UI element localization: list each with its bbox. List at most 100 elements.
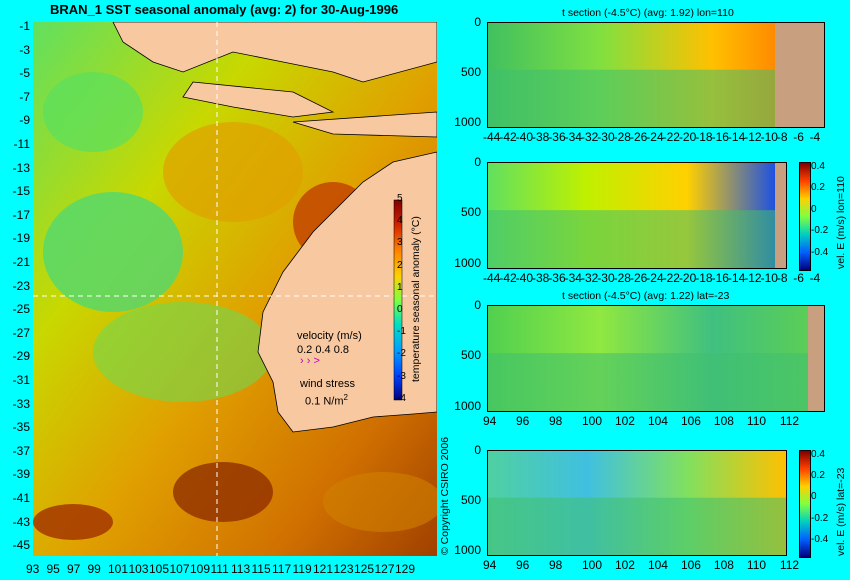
section-x-tick: -26 [629,130,648,144]
section-x-tick: -16 [711,130,729,144]
velocity-colorbar-tick: 0 [811,203,817,215]
section-x-tick: -40 [515,271,533,285]
map-lon-tick: 117 [272,562,292,576]
section-x-tick: -18 [695,271,713,285]
section-x-tick: -26 [629,271,648,285]
section-depth-tick: 500 [460,64,481,79]
map-lon-tick: 119 [292,562,312,576]
section-x-tick: -8 [776,271,788,285]
section-x-tick: -36 [548,271,566,285]
map-lat-tick: -27 [12,325,30,340]
velocity-colorbar [799,450,811,558]
map-lon-tick: 97 [67,562,81,576]
map-lon-tick: 101 [108,562,129,576]
map-svg [33,21,443,556]
section-depth-tick: 0 [474,443,481,457]
map-colorbar-tick: -4 [397,392,406,404]
map-colorbar-label: temperature seasonal anomaly (°C) [410,216,422,382]
section-panel-4 [487,450,787,556]
section-x-tick: 100 [581,558,602,572]
section-depth-tick: 500 [460,205,481,220]
map-lon-tick: 123 [333,562,354,576]
section-depth-tick: 1000 [454,398,481,413]
section-x-tick: -38 [531,130,550,144]
map-lat-tick: -35 [12,420,30,435]
section-x-tick: 106 [680,414,701,428]
section-x-tick: -12 [744,130,762,144]
velocity-scale: 0.2 0.4 0.8 [297,344,349,356]
section-depth-tick: 1000 [454,114,481,129]
section-x-tick: -22 [662,271,680,285]
section-x-tick: 102 [614,558,635,572]
velocity-colorbar-label: vel. E (m/s) lat=-23 [835,467,847,556]
section-x-tick: -30 [597,130,615,144]
velocity-colorbar-tick: 0.4 [811,161,825,172]
section-x-tick: -42 [499,130,517,144]
section-x-tick: -4 [809,130,821,144]
map-colorbar-tick: 3 [397,237,403,249]
section-panel-title: t section (-4.5°C) (avg: 1.22) lat=-23 [562,290,730,302]
section-panel-1 [487,22,825,128]
section-x-tick: -12 [744,271,762,285]
map-lat-tick: -31 [12,373,30,387]
section-x-tick: 104 [647,414,668,428]
velocity-colorbar-tick: -0.4 [811,246,829,258]
map-lat-tick: -37 [12,443,30,458]
velocity-colorbar-label: vel. E (m/s) lon=110 [835,176,847,269]
section-x-tick: -42 [499,271,517,285]
map-lat-tick: -1 [19,19,30,33]
velocity-colorbar-tick: 0.2 [811,470,825,482]
section-x-tick: -8 [776,130,788,144]
wind-scale: 0.1 N/m2 [305,393,348,408]
map-colorbar-tick: 2 [397,259,403,271]
section-x-tick: -10 [760,130,778,144]
section-x-tick: -44 [483,271,501,285]
sst-anomaly-map [33,21,443,556]
velocity-colorbar-tick: -0.2 [811,512,829,524]
velocity-colorbar-tick: 0 [811,491,817,503]
section-x-tick: 110 [746,558,767,572]
map-lat-tick: -7 [19,89,30,104]
section-x-tick: 104 [647,558,668,572]
section-deep-layer [487,497,787,556]
section-x-tick: -14 [727,271,746,285]
section-land-mask [808,305,825,412]
section-x-tick: -40 [515,130,533,144]
section-frame [487,305,825,412]
section-x-tick: 110 [746,414,767,428]
section-x-tick: -36 [548,130,566,144]
section-x-tick: -34 [564,271,582,285]
map-lat-tick: -39 [12,467,30,482]
velocity-label: velocity (m/s) [297,330,362,342]
section-x-tick: -38 [531,271,550,285]
section-deep-layer [487,210,787,269]
map-colorbar-tick: 5 [397,193,403,204]
map-lon-tick: 107 [169,562,190,576]
map-lat-tick: -45 [12,538,30,553]
map-lat-tick: -3 [19,42,30,57]
map-lat-tick: -23 [12,278,30,293]
map-lon-tick: 113 [231,562,251,576]
section-frame [487,450,787,556]
section-x-tick: -34 [564,130,582,144]
map-lat-tick: -43 [12,514,30,529]
section-depth-tick: 0 [474,298,481,312]
section-depth-tick: 1000 [454,255,481,270]
section-x-tick: -18 [695,130,713,144]
section-x-tick: 102 [614,414,635,428]
map-lat-tick: -19 [12,231,30,246]
section-depth-tick: 500 [460,492,481,507]
section-x-tick: 100 [581,414,602,428]
map-lat-tick: -15 [12,184,30,199]
map-colorbar-tick: 0 [397,304,403,315]
section-x-tick: -24 [646,271,664,285]
map-lon-tick: 105 [149,562,170,576]
section-deep-layer [487,69,825,128]
section-x-tick: 98 [548,558,563,572]
velocity-colorbar-tick: 0.4 [811,449,825,460]
map-lon-tick: 109 [190,562,211,576]
section-x-tick: -24 [646,130,664,144]
map-colorbar-tick: 1 [397,281,403,293]
map-colorbar-tick: -3 [397,370,406,382]
section-land-mask [775,162,787,269]
